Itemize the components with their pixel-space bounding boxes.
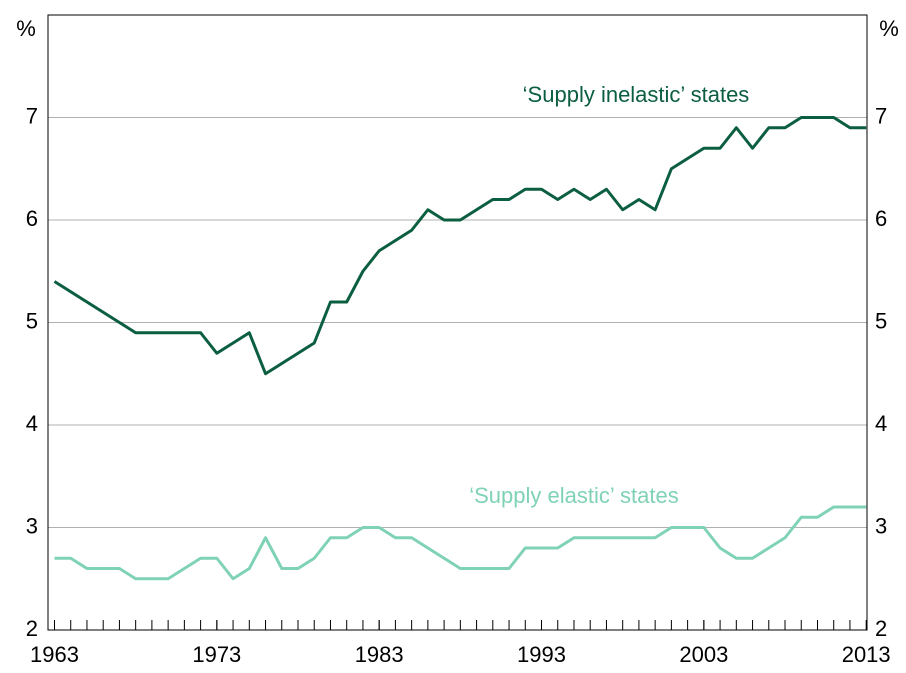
y2-tick-label: 2 [875,616,887,641]
series-line [54,505,867,581]
y2-tick-label: 6 [875,206,887,231]
x-tick-label: 1993 [517,642,566,667]
x-tick-label: 2013 [842,642,891,667]
series-label: ‘Supply inelastic’ states [523,82,750,107]
series-label: ‘Supply elastic’ states [469,483,679,508]
x-tick-label: 1973 [192,642,241,667]
y2-tick-label: 4 [875,411,887,436]
y-axis-label: % [16,16,36,41]
x-tick-label: 1983 [355,642,404,667]
y-tick-label: 5 [26,308,38,333]
y-tick-label: 3 [26,513,38,538]
y-tick-label: 6 [26,206,38,231]
y2-axis-label: % [879,16,899,41]
plot-frame [47,14,868,631]
y-tick-label: 2 [26,616,38,641]
y-tick-label: 7 [26,103,38,128]
y-tick-label: 4 [26,411,38,436]
x-tick-label: 1963 [30,642,79,667]
x-tick-label: 2003 [679,642,728,667]
y2-tick-label: 5 [875,308,887,333]
y2-tick-label: 3 [875,513,887,538]
series-line [53,116,867,376]
y2-tick-label: 7 [875,103,887,128]
